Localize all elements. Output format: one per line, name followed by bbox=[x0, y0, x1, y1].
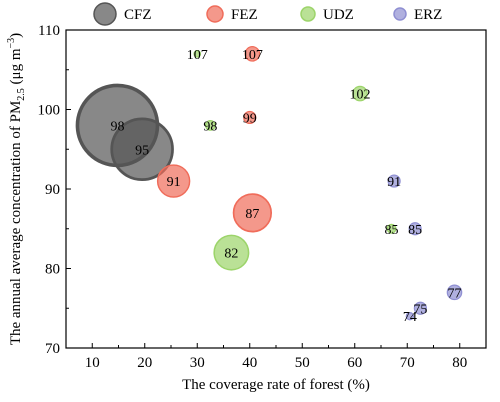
x-tick-label: 50 bbox=[295, 355, 310, 371]
fez-bubble bbox=[232, 193, 273, 233]
udz-data-label: 85 bbox=[385, 223, 399, 238]
erz-data-label: 75 bbox=[413, 302, 427, 317]
fez-bubble bbox=[244, 46, 261, 62]
erz-data-label: 85 bbox=[408, 223, 422, 238]
axes bbox=[65, 29, 487, 349]
y-tick-label: 80 bbox=[45, 262, 60, 278]
y-tick-label: 70 bbox=[45, 341, 60, 357]
legend-erz-label: ERZ bbox=[414, 7, 442, 23]
udz-bubble bbox=[386, 223, 397, 234]
udz-bubble bbox=[193, 50, 202, 58]
y-tick-label: 110 bbox=[38, 23, 60, 39]
cfz-data-label: 95 bbox=[135, 143, 149, 158]
y-axis-title-close: ) bbox=[8, 33, 24, 38]
legend-udz-marker bbox=[300, 6, 316, 22]
erz-bubble bbox=[387, 174, 401, 188]
x-axis-ticks: 10 20 30 40 50 60 70 80 bbox=[65, 343, 487, 371]
x-tick-label: 80 bbox=[452, 355, 467, 371]
x-tick-label: 30 bbox=[190, 355, 205, 371]
fez-data-label: 91 bbox=[167, 175, 181, 190]
y-tick-label: 90 bbox=[45, 182, 60, 198]
udz-bubble bbox=[352, 85, 368, 102]
erz-bubble bbox=[446, 284, 463, 301]
udz-bubble bbox=[204, 119, 216, 131]
legend-fez-marker bbox=[206, 5, 224, 23]
fez-data-label: 87 bbox=[245, 207, 259, 222]
y-axis-title: The annual average concentration of PM2.… bbox=[6, 33, 27, 345]
x-tick-label: 60 bbox=[347, 355, 362, 371]
x-tick-label: 40 bbox=[242, 355, 257, 371]
y-axis-title-sup: −3 bbox=[6, 38, 17, 49]
fez-data-label: 107 bbox=[242, 48, 263, 63]
y-axis-title-main: The annual average concentration of PM bbox=[8, 101, 24, 345]
erz-bubble bbox=[413, 301, 427, 315]
x-axis-title: The coverage rate of forest (%) bbox=[182, 377, 370, 393]
erz-data-label: 77 bbox=[448, 286, 462, 301]
x-tick-label: 70 bbox=[400, 355, 415, 371]
udz-bubble bbox=[213, 234, 250, 271]
fez-data-label: 99 bbox=[243, 111, 257, 126]
udz-data-label: 102 bbox=[350, 88, 371, 103]
udz-data-label: 82 bbox=[224, 247, 238, 262]
cfz-data-label: 98 bbox=[110, 119, 124, 134]
erz-bubble bbox=[405, 312, 415, 321]
legend-udz-label: UDZ bbox=[323, 7, 354, 23]
y-axis-title-sub: 2.5 bbox=[16, 88, 27, 101]
cfz-bubble bbox=[110, 117, 174, 182]
udz-data-label: 107 bbox=[187, 48, 208, 63]
erz-data-label: 74 bbox=[403, 310, 417, 325]
x-tick-label: 10 bbox=[85, 355, 100, 371]
legend-erz-marker bbox=[393, 7, 407, 21]
udz-data-label: 98 bbox=[203, 119, 217, 134]
legend-cfz-label: CFZ bbox=[124, 7, 152, 23]
fez-bubble bbox=[243, 110, 257, 125]
plot-bubbles: 98 95 87 82 91 107 102 77 99 91 85 75 98 85 74 107 bbox=[75, 46, 463, 325]
legend-cfz-marker bbox=[93, 2, 117, 26]
y-tick-label: 100 bbox=[38, 103, 61, 119]
erz-bubble bbox=[408, 222, 422, 236]
y-axis-ticks: 70 80 90 100 110 bbox=[38, 23, 71, 357]
x-tick-label: 20 bbox=[137, 355, 152, 371]
plot-frame bbox=[65, 29, 487, 349]
erz-data-label: 91 bbox=[387, 175, 401, 190]
fez-bubble bbox=[156, 164, 191, 198]
y-axis-title-unit: (μg m bbox=[8, 48, 24, 88]
legend-fez-label: FEZ bbox=[231, 7, 258, 23]
legend: CFZ FEZ UDZ ERZ bbox=[93, 2, 442, 26]
